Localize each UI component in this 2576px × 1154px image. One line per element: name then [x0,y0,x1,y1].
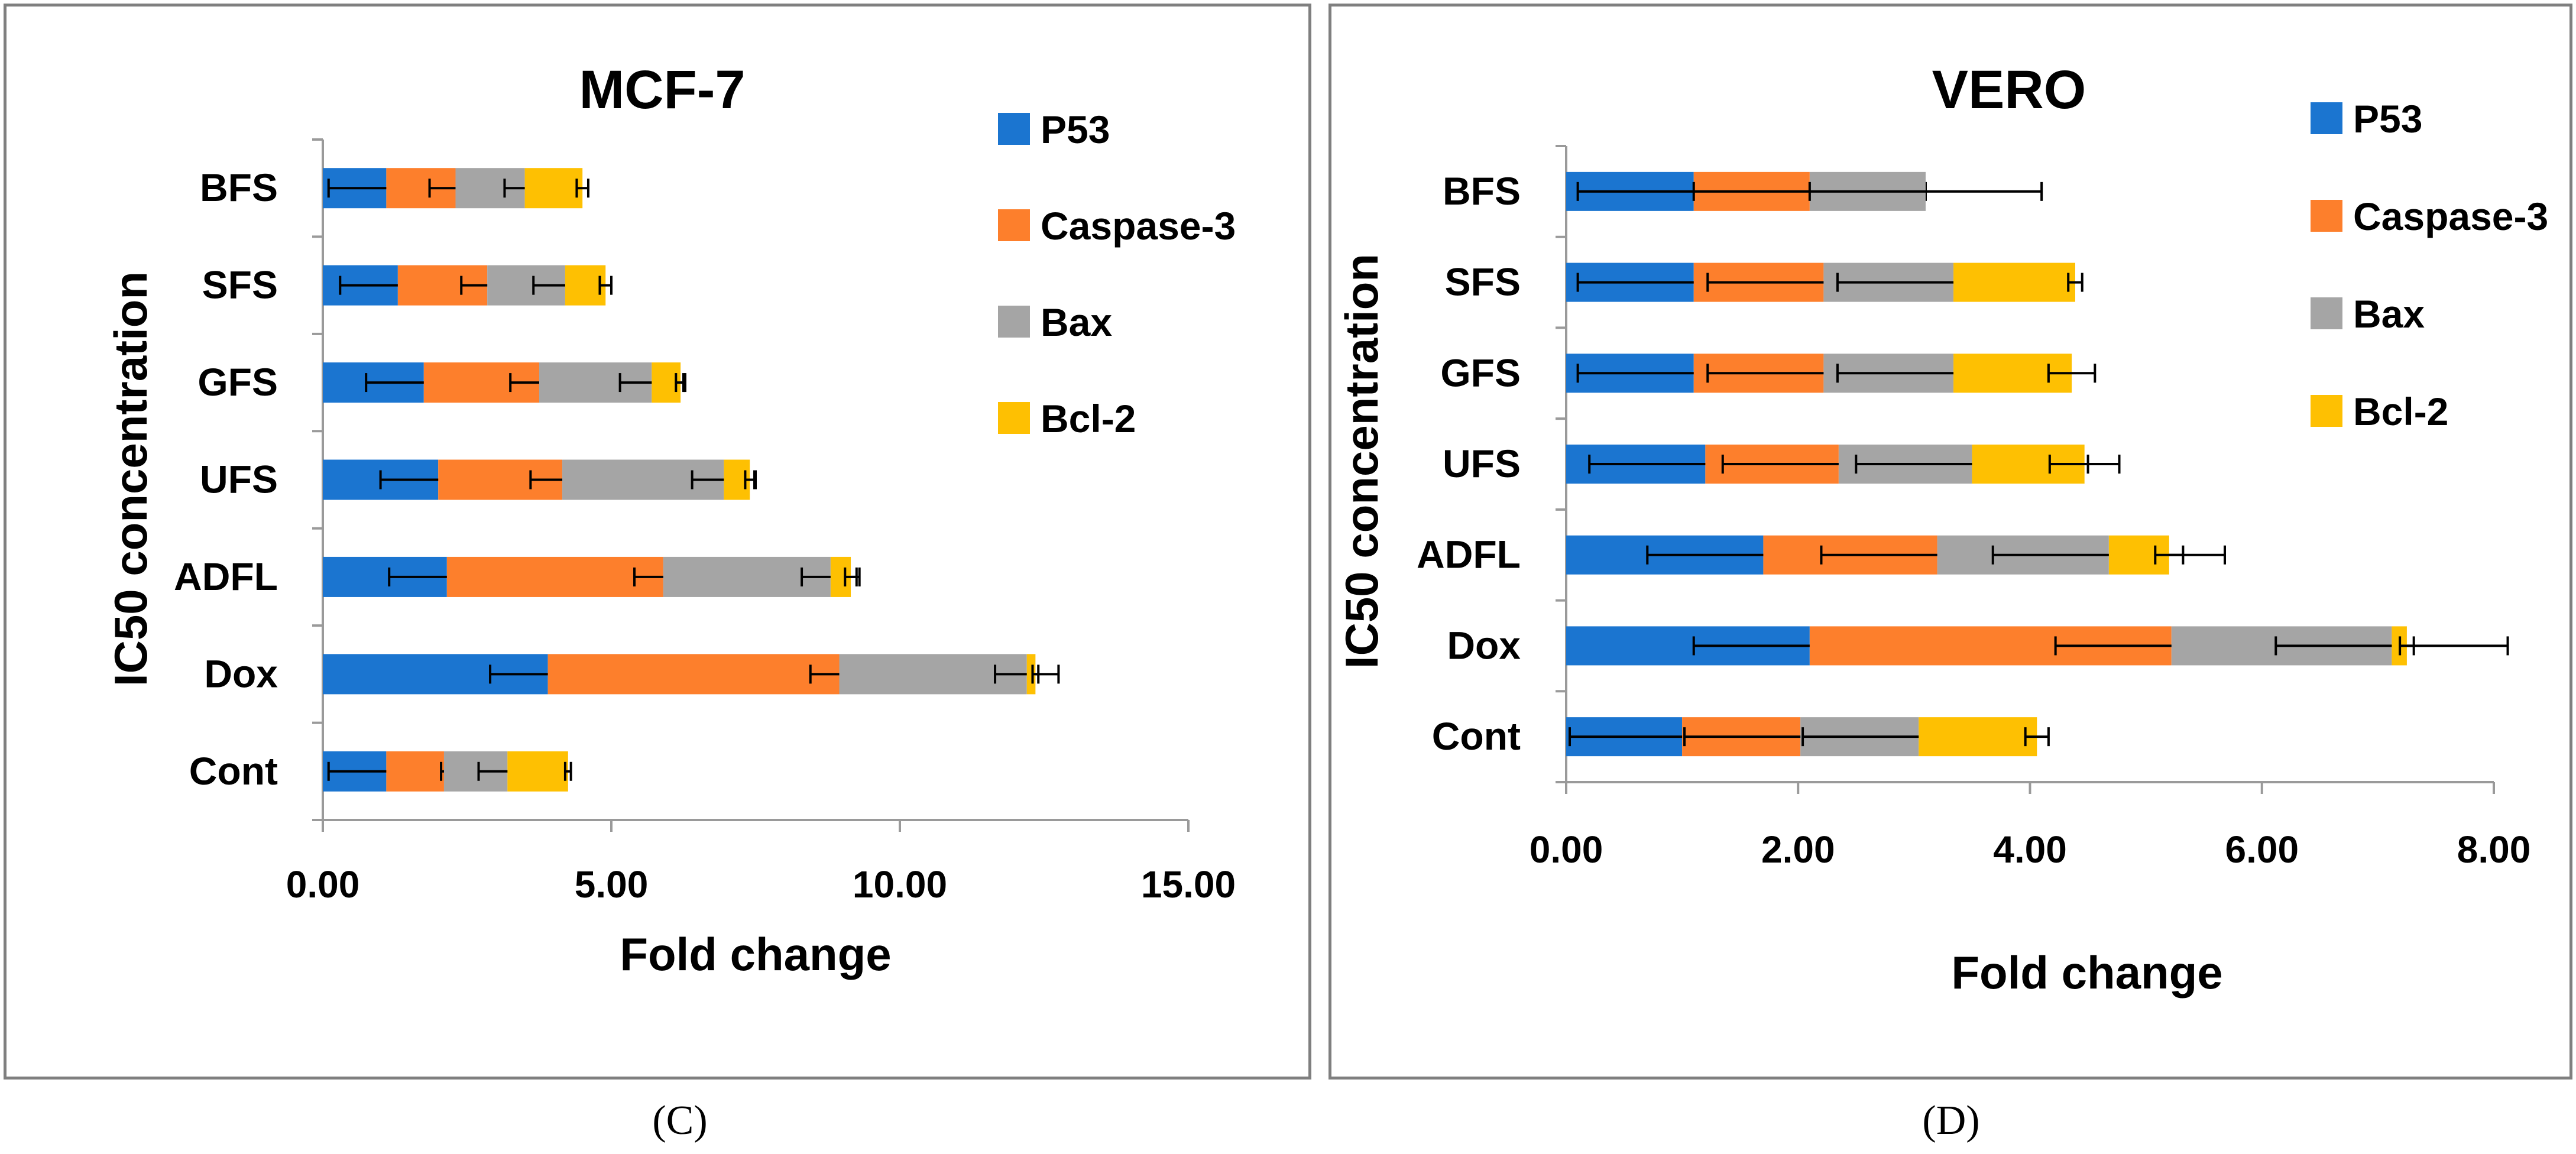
vero-y-axis-label: IC50 concentration [1336,254,1388,669]
vero-bar-bcl-2-sfs [1953,262,2075,302]
vero-legend-label: Bcl-2 [2353,390,2448,433]
mcf7-y-axis-label: IC50 concentration [105,271,157,686]
mcf7-legend-label: P53 [1041,108,1110,151]
vero-category-label: SFS [1445,260,1521,304]
mcf7-bar-caspase-3-dox [547,654,840,695]
mcf7-title: MCF-7 [579,60,745,120]
mcf7-legend-swatch-bax [998,306,1030,338]
vero-x-axis-label: Fold change [1951,946,2222,999]
vero-category-label: UFS [1443,442,1521,485]
mcf7-legend-label: Caspase-3 [1041,204,1236,248]
mcf7-legend-label: Bcl-2 [1041,397,1136,440]
mcf7-x-axis-label: Fold change [620,928,891,980]
vero-x-tick-label: 4.00 [1993,828,2067,871]
vero-legend-label: P53 [2353,97,2422,141]
vero-legend-swatch-bcl-2 [2311,395,2342,427]
vero-legend-swatch-bax [2311,297,2342,329]
vero-category-label: BFS [1443,169,1521,213]
caption-c: (C) [652,1098,708,1143]
mcf7-category-label: Dox [204,651,278,695]
vero-bar-bcl-2-cont [1919,717,2037,757]
mcf7-x-tick-label: 10.00 [853,863,947,906]
mcf7-legend-label: Bax [1041,300,1112,344]
mcf7-category-label: Cont [189,749,278,793]
mcf7-x-tick-label: 0.00 [286,863,360,906]
mcf7-category-label: BFS [200,166,278,209]
vero-category-label: ADFL [1417,533,1521,576]
chart-panel-mcf7 [4,4,1311,1080]
vero-x-tick-label: 8.00 [2457,828,2531,871]
vero-legend-label: Caspase-3 [2353,195,2548,238]
vero-category-label: Cont [1432,714,1521,758]
mcf7-category-label: ADFL [174,555,278,598]
mcf7-category-label: UFS [200,458,278,501]
mcf7-bar-bcl-2-cont [507,751,568,792]
vero-legend-label: Bax [2353,292,2425,336]
vero-title: VERO [1932,60,2086,120]
mcf7-legend-swatch-caspase-3 [998,209,1030,241]
mcf7-legend-swatch-p53 [998,113,1030,145]
mcf7-legend-swatch-bcl-2 [998,402,1030,434]
vero-x-tick-label: 2.00 [1761,828,1835,871]
mcf7-bar-bcl-2-bfs [524,168,583,209]
mcf7-bar-caspase-3-adfl [446,556,663,597]
vero-x-tick-label: 6.00 [2225,828,2299,871]
mcf7-category-label: GFS [197,360,278,404]
mcf7-bar-bcl-2-dox [1026,654,1036,695]
caption-d: (D) [1922,1098,1980,1143]
vero-legend-swatch-p53 [2311,102,2342,134]
vero-category-label: GFS [1440,351,1521,394]
vero-category-label: Dox [1447,623,1521,667]
mcf7-x-tick-label: 15.00 [1141,863,1236,906]
vero-x-tick-label: 0.00 [1530,828,1603,871]
mcf7-bar-caspase-3-cont [386,751,444,792]
vero-legend-swatch-caspase-3 [2311,200,2342,232]
mcf7-category-label: SFS [202,263,278,307]
mcf7-x-tick-label: 5.00 [575,863,649,906]
